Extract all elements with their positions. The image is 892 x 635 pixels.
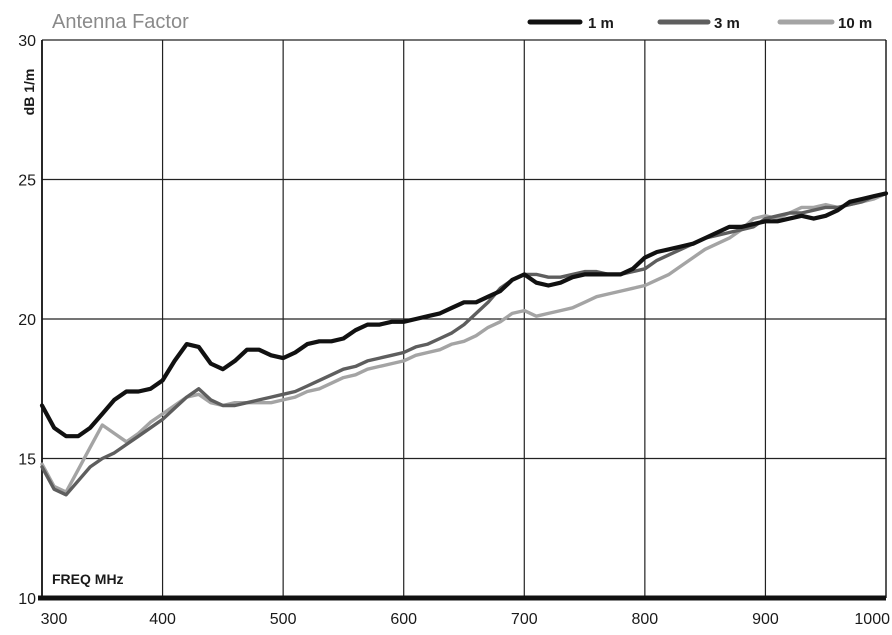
y-tick-label: 30: [18, 33, 36, 50]
x-tick-label: 700: [511, 611, 538, 628]
legend-label: 10 m: [838, 15, 872, 32]
chart-title: Antenna Factor: [52, 11, 189, 33]
tick-labels: 300 400 500 600 700 800 900 1000 10 15 20 25 30: [18, 33, 890, 628]
series-line-1m: [39, 191, 889, 439]
y-tick-label: 25: [18, 173, 36, 190]
series-line-3m: [40, 191, 888, 497]
x-tick-label: 800: [632, 611, 659, 628]
series-line-10m: [40, 191, 888, 494]
y-tick-label: 15: [18, 452, 36, 469]
x-axis-label: FREQ MHz: [52, 571, 124, 587]
grid: [38, 39, 887, 601]
series-lines: [39, 191, 889, 497]
legend: 1 m 3 m 10 m: [527, 15, 872, 32]
legend-label: 3 m: [714, 15, 740, 32]
y-tick-label: 20: [18, 312, 36, 329]
x-tick-label: 400: [149, 611, 176, 628]
x-tick-label: 600: [390, 611, 417, 628]
legend-label: 1 m: [588, 15, 614, 32]
x-tick-label: 900: [752, 611, 779, 628]
x-tick-label: 500: [270, 611, 297, 628]
y-axis-label: dB 1/m: [21, 69, 37, 116]
y-tick-label: 10: [18, 591, 36, 608]
x-tick-label: 300: [41, 611, 68, 628]
x-tick-label: 1000: [854, 611, 890, 628]
